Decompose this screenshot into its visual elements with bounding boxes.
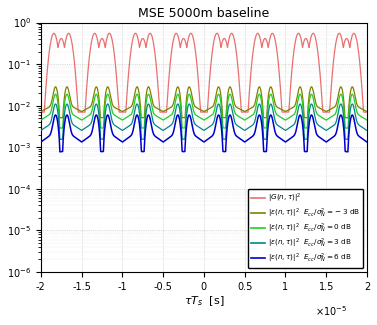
Title: MSE 5000m baseline: MSE 5000m baseline bbox=[138, 7, 270, 20]
Text: $\times 10^{-5}$: $\times 10^{-5}$ bbox=[315, 305, 347, 318]
X-axis label: $\tau T_s$  [s]: $\tau T_s$ [s] bbox=[184, 294, 224, 308]
Legend: $|G(n,\tau)|^2$, $|\epsilon(n,\tau)|^2$  $E_{cc}/\sigma_N^2 = -3$ dB, $|\epsilon: $|G(n,\tau)|^2$, $|\epsilon(n,\tau)|^2$ … bbox=[248, 189, 363, 268]
